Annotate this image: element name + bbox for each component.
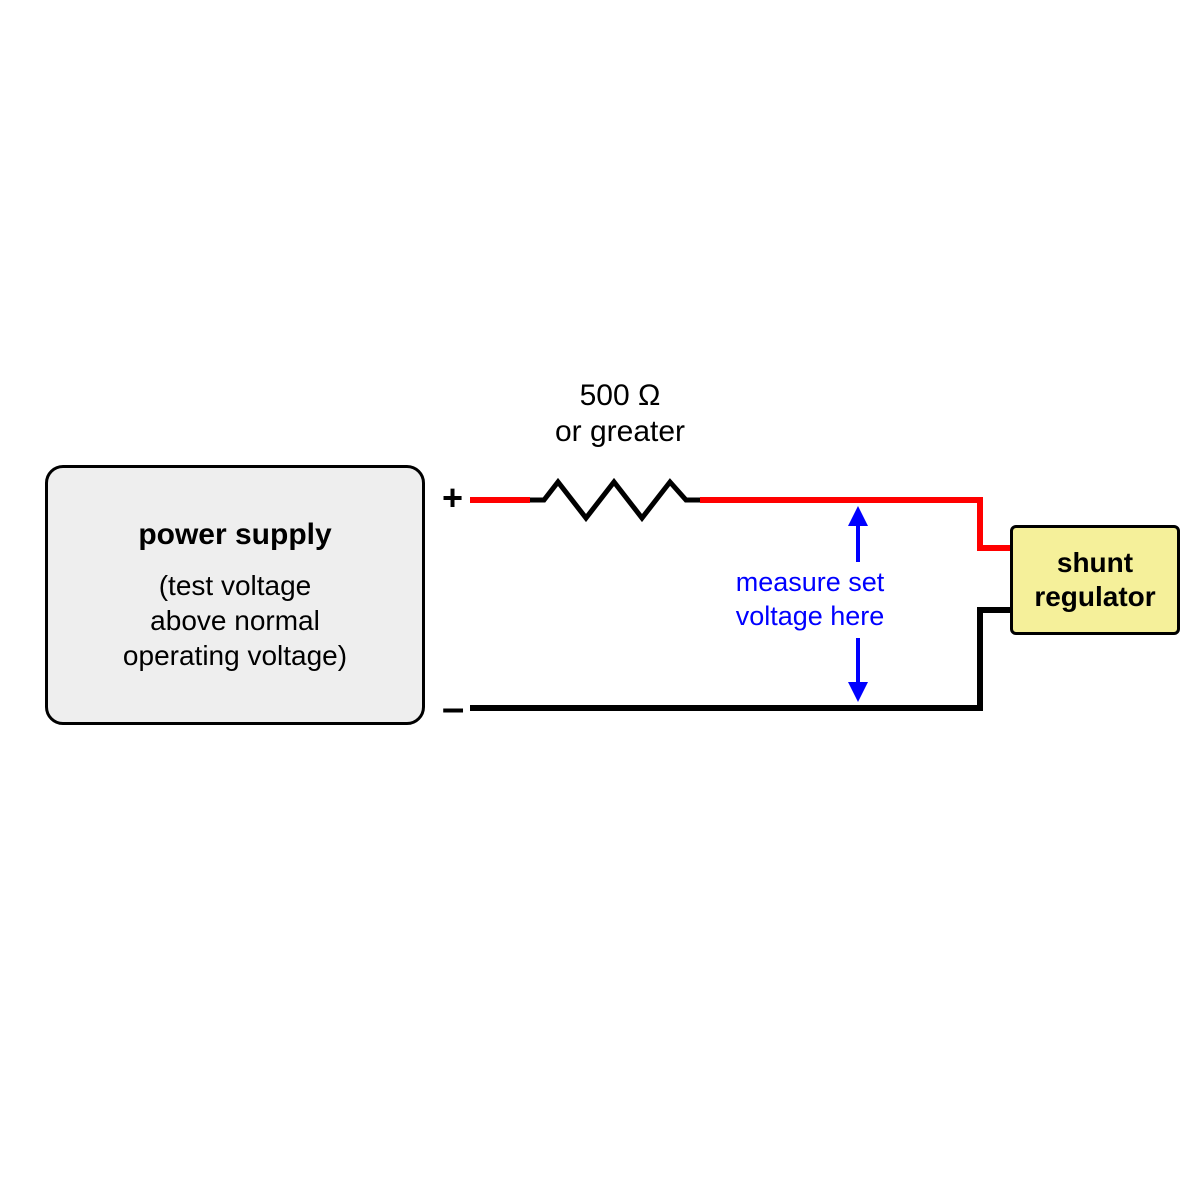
measure-label: measure set voltage here — [720, 566, 900, 634]
shunt-regulator-box: shunt regulator — [1010, 525, 1180, 635]
resistor-label: 500 Ω or greater — [530, 378, 710, 450]
pos-wire-2 — [700, 500, 1010, 548]
minus-terminal-label: – — [442, 688, 464, 728]
plus-terminal-label: + — [442, 480, 463, 516]
resistor-icon — [530, 482, 700, 518]
shunt-regulator-title: shunt regulator — [1034, 546, 1155, 613]
power-supply-box: power supply (test voltage above normal … — [45, 465, 425, 725]
measure-arrow-top-head — [848, 506, 868, 526]
power-supply-subtitle: (test voltage above normal operating vol… — [123, 568, 347, 673]
measure-arrow-bot-head — [848, 682, 868, 702]
diagram-canvas: power supply (test voltage above normal … — [0, 0, 1200, 1200]
power-supply-title: power supply — [138, 518, 331, 552]
